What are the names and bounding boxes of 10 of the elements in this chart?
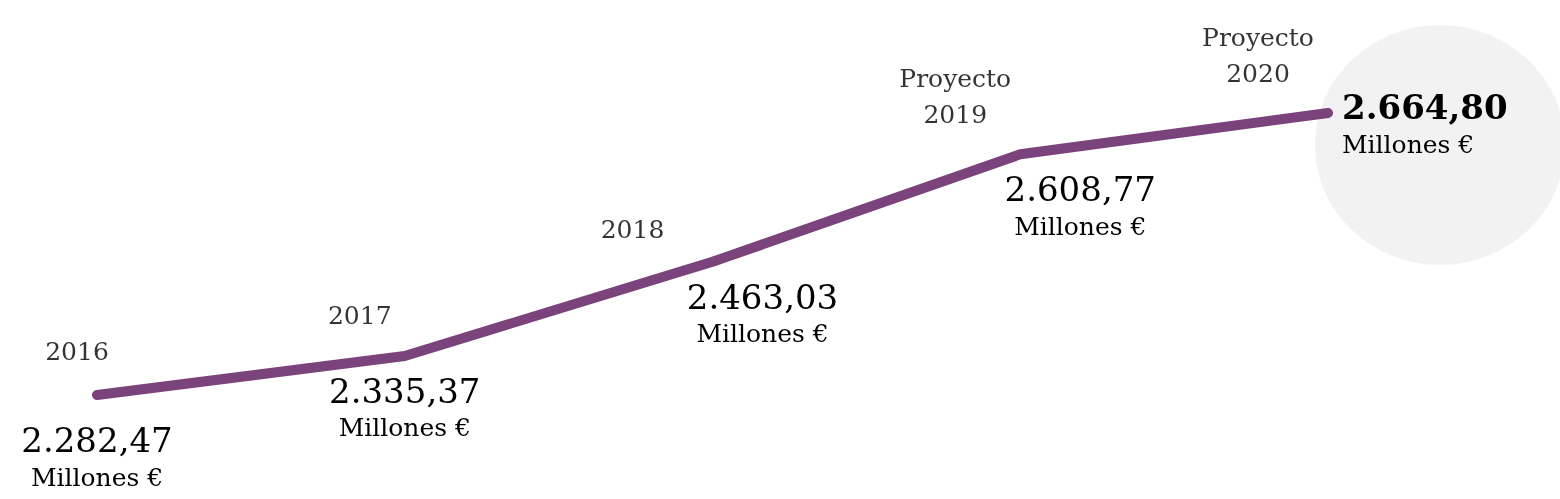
x-tick-label: 2017 [327,301,392,331]
data-label: 2.608,77 Millones € [1004,169,1156,241]
data-label: 2.282,47 Millones € [21,420,173,492]
x-tick-label: Proyecto 2019 [899,63,1012,129]
data-label: 2.664,80 Millones € [1342,87,1508,159]
data-label: 2.463,03 Millones € [686,276,839,349]
x-tick-label: 2018 [600,215,665,245]
x-tick-label: Proyecto 2020 [1202,22,1314,88]
data-label: 2.335,37 Millones € [329,370,481,443]
x-tick-label: 2016 [45,336,109,366]
